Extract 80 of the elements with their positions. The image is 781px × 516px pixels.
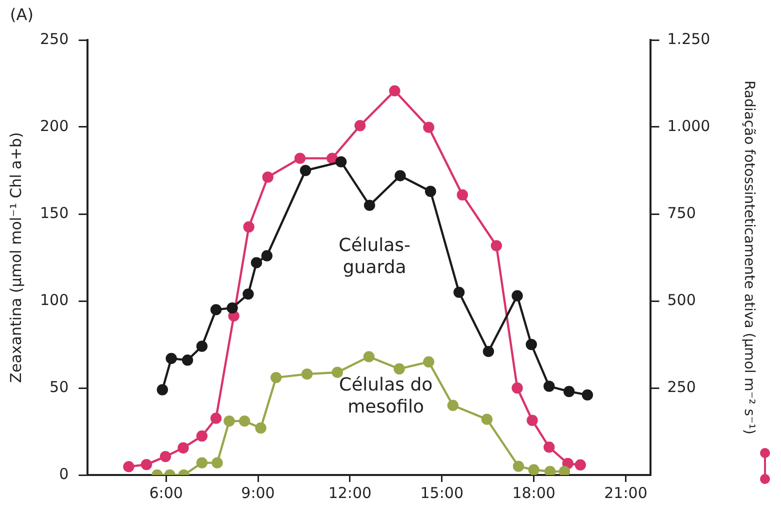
point	[394, 170, 406, 182]
point	[300, 164, 312, 176]
point	[178, 442, 189, 454]
x-tick-label: 12:00	[328, 484, 372, 502]
point	[490, 240, 502, 252]
point	[456, 189, 468, 200]
x-tick-label: 15:00	[420, 484, 464, 502]
point	[243, 221, 254, 232]
point	[512, 382, 523, 394]
point	[326, 152, 338, 164]
point	[526, 338, 537, 350]
point	[363, 351, 375, 362]
point	[528, 464, 540, 475]
point	[226, 302, 238, 314]
point	[301, 368, 313, 380]
point	[512, 460, 524, 472]
point	[255, 422, 266, 434]
y-tick-label: 100	[40, 290, 69, 309]
point	[270, 372, 282, 384]
point	[544, 442, 555, 453]
point	[332, 366, 343, 378]
point	[212, 457, 223, 468]
x-tick-label: 18:00	[512, 484, 556, 502]
point	[294, 152, 306, 164]
point	[423, 122, 434, 133]
y2-tick-label: 750	[667, 204, 696, 222]
point	[481, 414, 493, 425]
point	[482, 346, 494, 358]
point	[238, 415, 250, 427]
point	[389, 85, 400, 96]
point	[526, 414, 538, 426]
point	[335, 156, 347, 168]
point	[562, 458, 574, 470]
x-tick-label: 6:00	[149, 484, 183, 502]
point	[196, 457, 208, 468]
point	[182, 354, 194, 366]
y2-tick-label: 1.000	[667, 116, 710, 135]
point	[447, 400, 459, 411]
point	[210, 412, 222, 424]
point	[250, 257, 262, 268]
point	[423, 356, 434, 368]
point	[453, 286, 465, 298]
point	[261, 250, 272, 262]
y-tick-label: 250	[40, 30, 69, 48]
y-tick-label: 200	[40, 116, 69, 135]
y-tick-label: 150	[40, 204, 69, 222]
y2-axis-title: Radiação fotossinteticamente ativa (µmol m⁻² s⁻¹)	[740, 80, 757, 435]
x-tick-label: 9:00	[241, 484, 275, 502]
point	[242, 288, 254, 300]
point	[123, 461, 134, 472]
point	[544, 466, 556, 475]
point	[160, 450, 172, 462]
point	[354, 120, 366, 132]
y2-tick-label: 500	[667, 290, 696, 309]
point	[224, 415, 235, 427]
point	[512, 290, 523, 302]
y2-tick-label: 250	[667, 378, 696, 396]
point	[166, 352, 177, 364]
point	[140, 458, 152, 470]
point	[424, 186, 436, 197]
point	[196, 340, 208, 352]
point	[582, 389, 594, 401]
point	[544, 380, 555, 392]
series-label: Células do mesofilo	[339, 374, 433, 418]
point	[394, 363, 405, 374]
text: (A)	[10, 5, 34, 24]
y2-tick-label: 1.250	[667, 30, 710, 48]
point	[563, 386, 575, 398]
y-axis-title: Zeaxantina (µmol mol⁻¹ Chl a+b)	[6, 132, 25, 383]
point	[210, 304, 222, 316]
point	[574, 459, 586, 471]
y-tick-label: 50	[50, 378, 69, 396]
point	[262, 172, 274, 183]
y-tick-label: 0	[59, 464, 69, 483]
point	[558, 466, 570, 475]
series-label: Células-guarda	[338, 235, 411, 278]
x-tick-label: 21:00	[604, 484, 648, 502]
point	[156, 384, 168, 396]
point	[364, 200, 376, 211]
point	[196, 430, 208, 442]
